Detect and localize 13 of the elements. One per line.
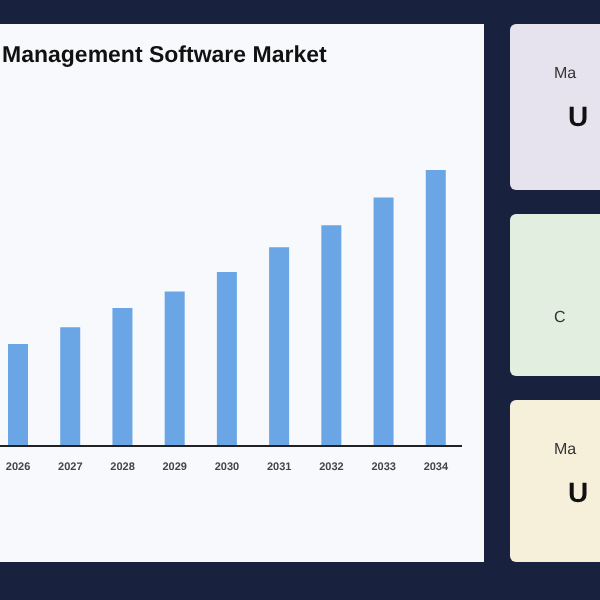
bar — [8, 343, 28, 446]
bar — [373, 197, 394, 446]
bar — [60, 327, 81, 446]
bar — [112, 308, 133, 446]
info-card: Ma U — [510, 400, 600, 562]
info-card: Ma U — [510, 24, 600, 190]
info-card: C — [510, 214, 600, 376]
bar — [164, 291, 185, 446]
bar — [269, 247, 290, 446]
bar — [321, 225, 342, 446]
bar — [216, 272, 237, 446]
bar — [425, 170, 446, 446]
chart-title: Management Software Market — [2, 44, 327, 68]
